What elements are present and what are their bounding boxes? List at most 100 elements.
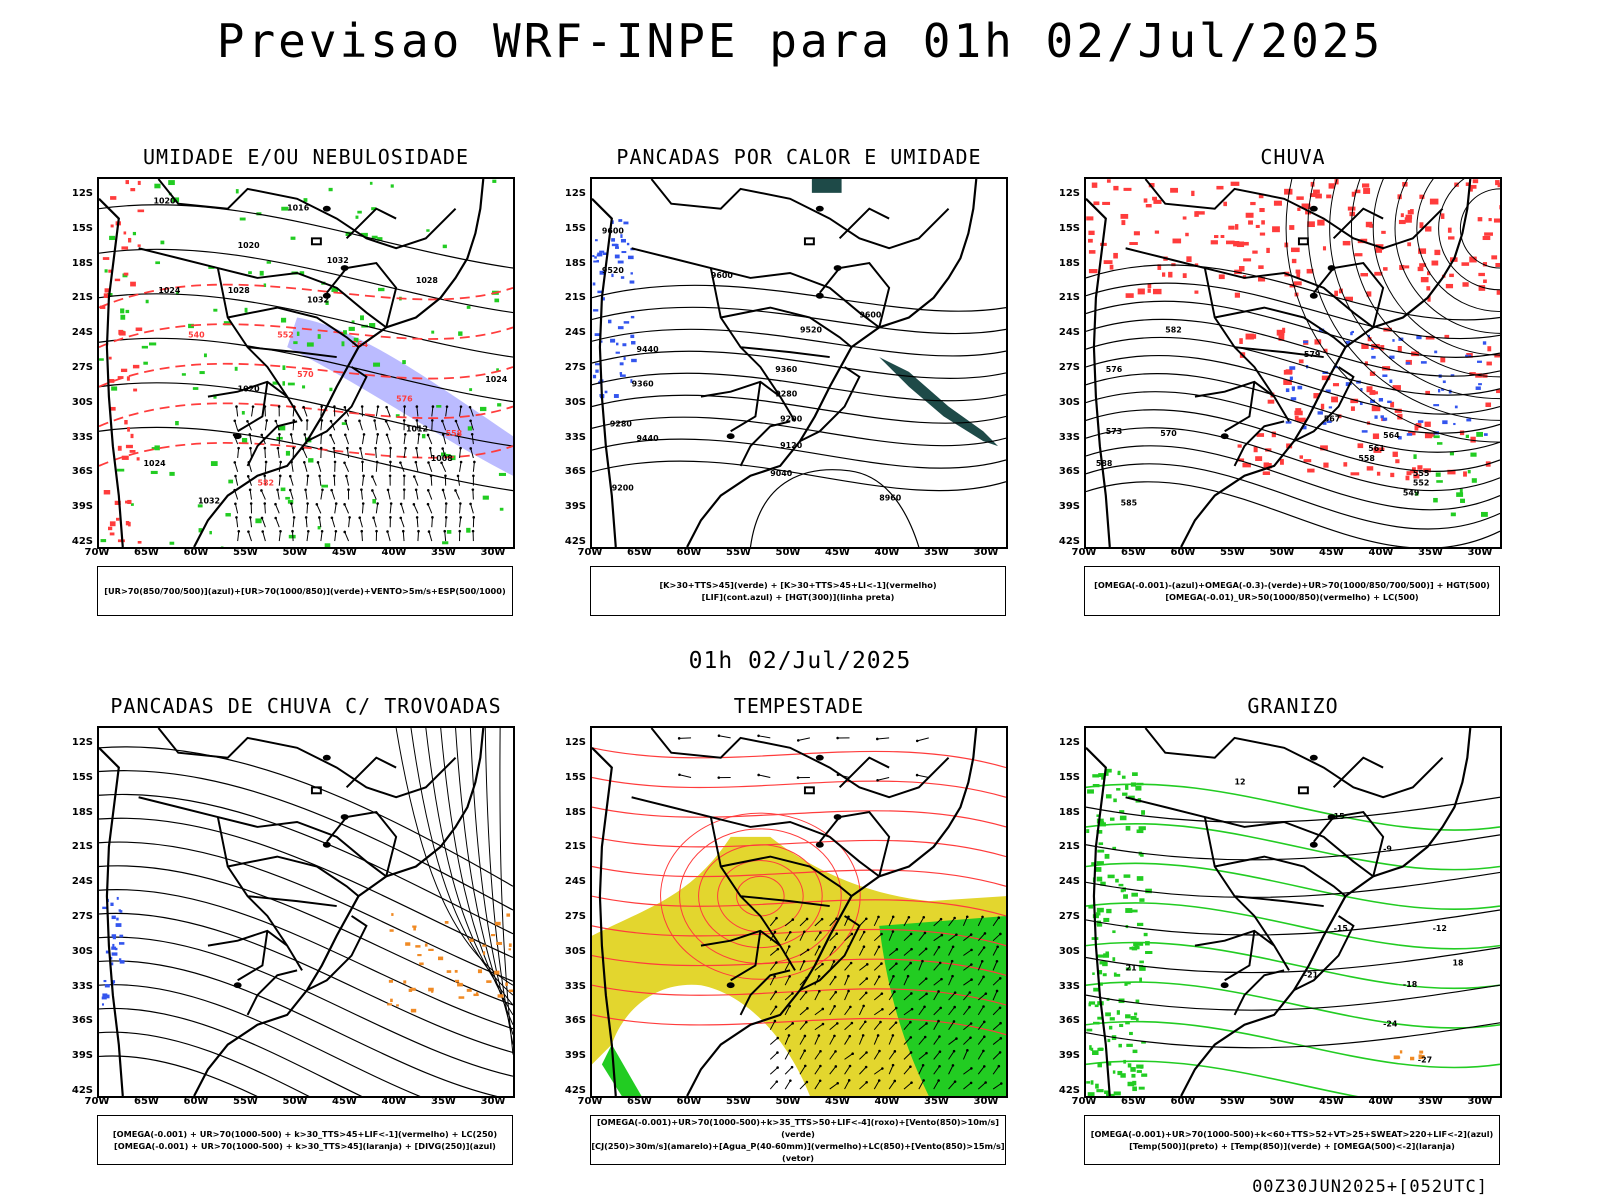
field-cell <box>1170 187 1179 193</box>
wind-vector-head <box>806 1007 809 1010</box>
field-cell <box>1481 511 1488 517</box>
field-cell <box>1087 1092 1095 1096</box>
wind-vector <box>261 517 266 528</box>
field-cell <box>614 254 620 259</box>
wind-vector-head <box>909 1036 913 1039</box>
map-canvas <box>592 728 1006 1096</box>
field-cell <box>593 309 599 312</box>
wind-vector-head <box>260 516 264 520</box>
field-cell <box>410 1008 417 1013</box>
wind-vector-head <box>246 419 249 423</box>
field-cell <box>1426 286 1431 291</box>
wind-vector-head <box>403 405 406 408</box>
contour-line <box>1086 409 1500 472</box>
wind-vector <box>442 434 447 445</box>
field-cell <box>306 342 314 347</box>
field-cell <box>278 425 286 431</box>
field-cell <box>1332 383 1340 387</box>
field-cell <box>287 382 295 386</box>
wind-vector-head <box>776 1036 780 1040</box>
lat-label: 39S <box>1058 1050 1080 1062</box>
wind-vector-head <box>970 978 973 981</box>
map-frame: 582 579 576 573 570 567 564 561 558 555 552 549 588 5… <box>1084 177 1502 549</box>
field-cell <box>1291 258 1297 264</box>
wind-vector <box>799 1007 808 1016</box>
contour-line <box>99 442 513 467</box>
wind-vector <box>844 1065 851 1075</box>
field-cell <box>1129 946 1134 950</box>
wind-vector <box>873 1021 881 1031</box>
contour-label: 576 <box>396 395 413 404</box>
field-cell <box>128 237 132 243</box>
wind-vector <box>416 420 419 431</box>
wind-vector <box>858 946 865 956</box>
field-cell <box>1113 252 1118 259</box>
field-cell <box>1109 817 1115 821</box>
contour-label: -15 <box>1334 924 1348 933</box>
field-cell <box>341 422 347 425</box>
field-cell <box>1086 216 1094 221</box>
field-cell <box>303 198 308 202</box>
wind-vector-head <box>401 529 405 533</box>
field-cell <box>486 980 492 983</box>
wind-vector-head <box>278 474 282 478</box>
field-cell <box>477 969 483 974</box>
field-cell <box>620 276 625 279</box>
field-cell <box>1140 852 1144 857</box>
field-cell <box>101 996 107 1000</box>
field-cell <box>125 521 130 526</box>
wind-vector-head <box>316 461 320 464</box>
field-cell <box>390 184 394 188</box>
lon-label: 35W <box>1418 1096 1443 1107</box>
field-cell <box>1424 421 1431 427</box>
wind-vector-head <box>836 1081 839 1085</box>
field-cell <box>1194 290 1199 294</box>
wind-vector <box>459 517 462 528</box>
field-cell <box>417 954 422 957</box>
field-cell <box>114 500 121 505</box>
field-cell <box>1096 818 1104 824</box>
field-cell <box>141 345 148 349</box>
field-cell <box>1450 512 1456 517</box>
wind-vector-head <box>389 460 392 464</box>
wind-vector <box>873 933 882 942</box>
field-cell <box>1334 290 1338 297</box>
lon-label: 70W <box>84 1096 110 1107</box>
field-cell <box>1392 385 1401 391</box>
contour-label: 9280 <box>775 390 798 399</box>
wind-vector <box>903 1082 912 1090</box>
field-cell <box>1371 347 1374 350</box>
field-cell <box>619 372 623 375</box>
lat-label: 21S <box>564 841 586 853</box>
wind-vector-head <box>303 433 307 436</box>
lat-label: 12S <box>71 737 93 748</box>
field-cell <box>1317 411 1323 415</box>
field-cell <box>110 902 114 906</box>
contour-label: 1024 <box>158 286 181 295</box>
field-cell <box>1477 217 1483 222</box>
wind-vector <box>784 1080 791 1090</box>
lon-label: 45W <box>1319 1096 1344 1107</box>
field-cell <box>421 434 426 439</box>
field-cell <box>377 237 383 241</box>
contour-line <box>99 337 513 403</box>
field-cell <box>1467 469 1471 474</box>
wind-vector <box>918 1036 926 1045</box>
wind-vector <box>814 1080 821 1090</box>
wind-vector <box>888 963 897 971</box>
wind-vector <box>251 406 254 417</box>
wind-vector-head <box>982 1020 986 1024</box>
field-cell <box>1263 462 1269 467</box>
wind-vector-head <box>982 975 985 979</box>
field-cell <box>1350 331 1353 336</box>
wind-vector-head <box>821 962 824 966</box>
wind-vector-head <box>819 1049 822 1053</box>
wind-vector <box>888 1007 897 1016</box>
coastline <box>99 728 485 1096</box>
field-cell <box>1405 361 1411 365</box>
wind-vector-head <box>426 433 430 437</box>
field-cell <box>1350 472 1360 476</box>
field-cell <box>1440 356 1446 363</box>
field-cell <box>611 243 618 247</box>
